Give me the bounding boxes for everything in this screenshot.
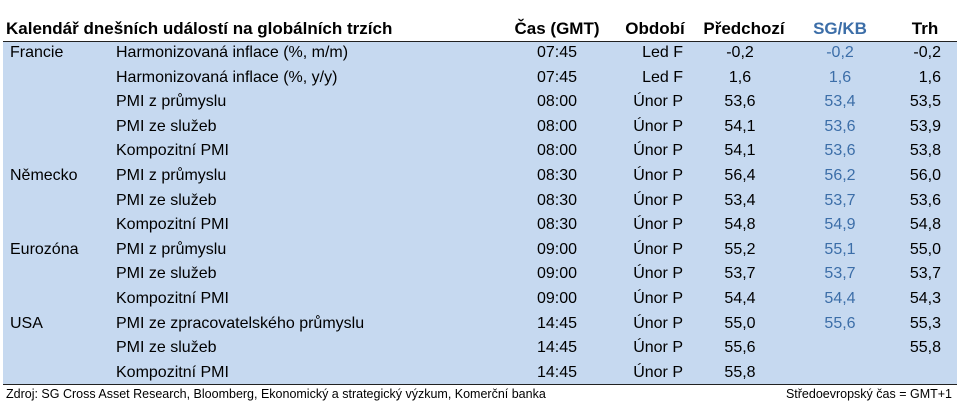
- sg-kb-forecast: 54,9: [824, 216, 856, 234]
- sg-kb-forecast: 55,1: [824, 240, 856, 258]
- previous: 55,2: [724, 240, 756, 258]
- indicator: Kompozitní PMI: [116, 216, 229, 234]
- country: Francie: [10, 44, 64, 61]
- column-header: Čas (GMT): [514, 19, 600, 38]
- market-consensus: 53,6: [909, 191, 941, 209]
- sg-kb-forecast: 53,7: [824, 191, 856, 209]
- indicator: PMI ze služeb: [116, 191, 217, 209]
- previous: 55,6: [724, 339, 756, 357]
- market-consensus: 1,6: [918, 68, 941, 86]
- time: 14:45: [536, 363, 578, 381]
- time: 09:00: [536, 290, 578, 307]
- indicator: Kompozitní PMI: [116, 363, 229, 381]
- period: Únor P: [633, 191, 683, 209]
- period: Únor P: [633, 314, 683, 332]
- country: Německo: [10, 167, 78, 184]
- time: 08:00: [536, 93, 578, 111]
- table-background: [3, 41, 957, 385]
- source: Zdroj: SG Cross Asset Research, Bloomber…: [6, 387, 546, 401]
- time: 08:30: [536, 167, 578, 184]
- indicator: PMI z průmyslu: [116, 167, 227, 184]
- time: 08:30: [536, 191, 578, 209]
- indicator: PMI ze zpracovatelského průmyslu: [116, 314, 365, 332]
- time: 07:45: [536, 44, 578, 61]
- indicator: Harmonizovaná inflace (%, m/m): [116, 44, 349, 61]
- country: Eurozóna: [10, 240, 79, 258]
- indicator: Kompozitní PMI: [116, 142, 229, 160]
- previous: 54,1: [724, 142, 756, 160]
- market-consensus: 53,9: [909, 117, 941, 135]
- indicator: PMI ze služeb: [116, 117, 217, 135]
- previous: 55,0: [724, 314, 756, 332]
- title: Kalendář dnešních událostí na globálních…: [6, 19, 393, 38]
- time: 14:45: [536, 339, 578, 357]
- column-header: SG/KB: [813, 19, 867, 38]
- sg-kb-forecast: 1,6: [828, 68, 852, 86]
- market-consensus: 53,5: [909, 93, 941, 111]
- previous: -0,2: [726, 44, 754, 61]
- period: Únor P: [633, 142, 683, 160]
- indicator: PMI ze služeb: [116, 339, 217, 357]
- period: Únor P: [633, 339, 683, 357]
- column-header: Období: [625, 19, 685, 38]
- previous: 56,4: [724, 167, 756, 184]
- period: Led F: [642, 68, 683, 86]
- period: Únor P: [633, 290, 683, 307]
- market-consensus: 54,3: [909, 290, 941, 307]
- market-consensus: -0,2: [913, 44, 941, 61]
- market-consensus: 56,0: [909, 167, 941, 184]
- previous: 54,1: [724, 117, 756, 135]
- indicator: Kompozitní PMI: [116, 290, 229, 307]
- period: Únor P: [633, 93, 683, 111]
- period: Únor P: [633, 265, 683, 283]
- previous: 53,4: [724, 191, 756, 209]
- period: Únor P: [633, 216, 683, 234]
- period: Únor P: [633, 167, 683, 184]
- previous: 55,8: [724, 363, 756, 381]
- market-consensus: 55,0: [909, 240, 941, 258]
- sg-kb-forecast: 53,4: [824, 93, 856, 111]
- market-consensus: 55,3: [909, 314, 941, 332]
- period: Únor P: [633, 240, 683, 258]
- market-consensus: 54,8: [909, 216, 941, 234]
- previous: 1,6: [728, 68, 752, 86]
- indicator: PMI z průmyslu: [116, 93, 227, 111]
- column-header: Předchozí: [703, 19, 785, 38]
- country: USA: [10, 314, 43, 332]
- note: Středoevropský čas = GMT+1: [785, 387, 952, 401]
- time: 09:00: [536, 265, 578, 283]
- period: Led F: [642, 44, 683, 61]
- column-header: Trh: [911, 19, 939, 38]
- time: 09:00: [536, 240, 578, 258]
- sg-kb-forecast: 54,4: [824, 290, 856, 307]
- time: 08:00: [536, 117, 578, 135]
- market-consensus: 53,7: [909, 265, 941, 283]
- time: 14:45: [536, 314, 578, 332]
- sg-kb-forecast: 53,6: [824, 117, 856, 135]
- time: 08:30: [536, 216, 578, 234]
- market-consensus: 53,8: [909, 142, 941, 160]
- sg-kb-forecast: -0,2: [826, 44, 854, 61]
- sg-kb-forecast: 53,7: [824, 265, 856, 283]
- sg-kb-forecast: 53,6: [824, 142, 856, 160]
- market-consensus: 55,8: [909, 339, 941, 357]
- previous: 53,7: [724, 265, 756, 283]
- indicator: PMI ze služeb: [116, 265, 217, 283]
- indicator: Harmonizovaná inflace (%, y/y): [116, 68, 338, 86]
- sg-kb-forecast: 55,6: [824, 314, 856, 332]
- time: 08:00: [536, 142, 578, 160]
- indicator: PMI z průmyslu: [116, 240, 227, 258]
- previous: 54,8: [724, 216, 756, 234]
- time: 07:45: [536, 68, 578, 86]
- period: Únor P: [633, 363, 683, 381]
- previous: 54,4: [724, 290, 756, 307]
- previous: 53,6: [724, 93, 756, 111]
- sg-kb-forecast: 56,2: [824, 167, 856, 184]
- period: Únor P: [633, 117, 683, 135]
